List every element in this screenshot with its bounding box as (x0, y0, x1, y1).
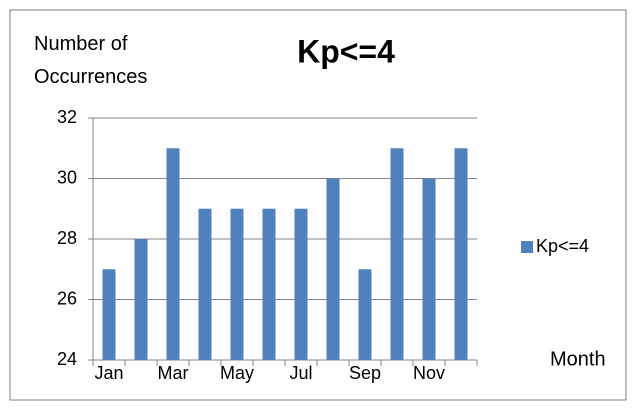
legend-label: Kp<=4 (536, 236, 589, 256)
bar (358, 269, 372, 360)
chart-title: Kp<=4 (297, 33, 395, 69)
bar (166, 148, 180, 360)
bar (230, 208, 244, 360)
x-tick-label: Nov (413, 363, 445, 383)
x-tick-label: Sep (349, 363, 381, 383)
y-tick-label: 30 (57, 167, 77, 187)
x-tick-label: Mar (158, 363, 189, 383)
x-tick-label: May (220, 363, 254, 383)
bar (102, 269, 116, 360)
y-tick-label: 26 (57, 288, 77, 308)
y-tick-label: 24 (57, 349, 77, 369)
x-axis-label: Month (550, 348, 606, 370)
y-axis-label: Number of Occurrences (34, 33, 148, 88)
bar (422, 178, 436, 360)
y-tick-label: 28 (57, 228, 77, 248)
bar (198, 208, 212, 360)
x-tick-label: Jan (94, 363, 123, 383)
bar (390, 148, 404, 360)
bar (326, 178, 340, 360)
bar (262, 208, 276, 360)
y-tick-label: 32 (57, 107, 77, 127)
x-tick-label: Jul (289, 363, 312, 383)
bar (454, 148, 468, 360)
legend-swatch (521, 241, 533, 253)
bar (134, 239, 148, 360)
bar (294, 208, 308, 360)
